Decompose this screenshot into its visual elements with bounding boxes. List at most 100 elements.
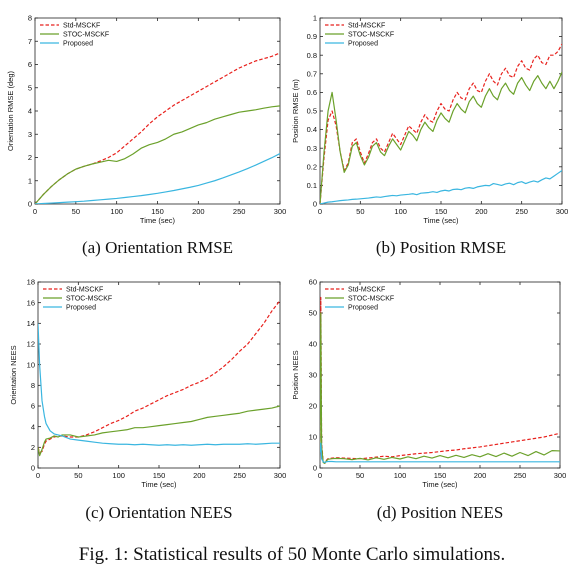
x-axis-label: Time (sec) <box>423 216 459 225</box>
y-tick-label: 50 <box>309 309 317 318</box>
series-line-proposed <box>35 153 280 204</box>
x-tick-label: 150 <box>153 471 166 480</box>
y-axis-label: Position RMSE (m) <box>291 79 300 143</box>
plot-area-a <box>34 17 281 205</box>
x-tick-label: 250 <box>515 207 528 216</box>
x-tick-label: 0 <box>318 471 322 480</box>
series-group <box>38 300 280 457</box>
y-tick-label: 0.3 <box>307 144 317 153</box>
series-line-stoc-msckf <box>35 105 280 204</box>
series-line-std-msckf <box>320 296 560 464</box>
legend-label: Proposed <box>66 305 96 312</box>
y-tick-label: 6 <box>31 402 35 411</box>
x-tick-label: 300 <box>554 471 567 480</box>
y-tick-label: 4 <box>28 107 32 116</box>
x-tick-label: 100 <box>110 207 123 216</box>
y-tick-label: 0 <box>313 200 317 209</box>
figure-caption: Fig. 1: Statistical results of 50 Monte … <box>79 544 505 565</box>
x-tick-label: 50 <box>356 471 364 480</box>
series-line-std-msckf <box>320 43 562 204</box>
legend-label: STOC-MSCKF <box>63 32 109 39</box>
y-tick-label: 18 <box>27 278 35 287</box>
x-axis-label: Time (sec) <box>140 216 176 225</box>
y-tick-label: 0.1 <box>307 181 317 190</box>
series-line-proposed <box>38 323 280 446</box>
x-tick-label: 100 <box>112 471 125 480</box>
x-tick-label: 50 <box>356 207 364 216</box>
x-tick-label: 100 <box>394 207 407 216</box>
series-line-stoc-msckf <box>320 71 562 204</box>
legend: Std-MSCKF STOC-MSCKF Proposed <box>43 287 112 312</box>
legend-label: STOC-MSCKF <box>66 296 112 303</box>
x-tick-label: 200 <box>193 471 206 480</box>
x-axis-label: Time (sec) <box>422 480 458 489</box>
y-tick-label: 12 <box>27 340 35 349</box>
y-axis-label: Position NEES <box>291 350 300 399</box>
y-tick-label: 3 <box>28 130 32 139</box>
legend-label: Proposed <box>63 41 93 48</box>
legend: Std-MSCKF STOC-MSCKF Proposed <box>325 287 394 312</box>
y-tick-label: 8 <box>28 14 32 23</box>
series-line-proposed <box>320 170 562 204</box>
y-tick-label: 0.7 <box>307 69 317 78</box>
x-tick-label: 50 <box>74 471 82 480</box>
legend: Std-MSCKF STOC-MSCKF Proposed <box>40 23 109 48</box>
series-line-std-msckf <box>38 300 280 454</box>
legend: Std-MSCKF STOC-MSCKF Proposed <box>325 23 394 48</box>
x-tick-label: 150 <box>434 471 447 480</box>
x-tick-label: 150 <box>151 207 164 216</box>
y-tick-label: 0.8 <box>307 51 317 60</box>
subcaption: (a) Orientation RMSE <box>82 238 233 257</box>
legend-label: Std-MSCKF <box>348 287 385 294</box>
series-group <box>320 43 562 204</box>
legend-label: Std-MSCKF <box>66 287 103 294</box>
y-tick-label: 0 <box>313 464 317 473</box>
subcaption: (c) Orientation NEES <box>85 503 232 522</box>
chart-panel-a: 0 50 100 150 200 250 300 0 1 2 3 4 5 6 7 8 Time (sec) Ori… <box>6 14 286 257</box>
y-tick-label: 5 <box>28 83 32 92</box>
x-tick-label: 300 <box>274 471 287 480</box>
y-tick-label: 8 <box>31 381 35 390</box>
x-tick-label: 300 <box>274 207 287 216</box>
y-tick-label: 40 <box>309 340 317 349</box>
y-tick-label: 4 <box>31 422 35 431</box>
y-tick-label: 16 <box>27 298 35 307</box>
plot-area-d <box>319 281 561 469</box>
x-tick-label: 150 <box>435 207 448 216</box>
x-tick-label: 200 <box>475 207 488 216</box>
series-line-stoc-msckf <box>320 312 560 464</box>
y-tick-label: 0.4 <box>307 125 317 134</box>
series-group <box>35 52 280 204</box>
subcaption: (d) Position NEES <box>377 503 504 522</box>
chart-panel-b: 0 50 100 150 200 250 300 0 0.1 0.2 0.3 0.4 0.5 0.6 0.7… <box>291 14 568 257</box>
x-tick-label: 200 <box>474 471 487 480</box>
legend-label: STOC-MSCKF <box>348 32 394 39</box>
series-line-stoc-msckf <box>38 405 280 457</box>
y-tick-label: 6 <box>28 60 32 69</box>
series-group <box>320 296 560 464</box>
y-tick-label: 0.6 <box>307 88 317 97</box>
legend-label: Proposed <box>348 305 378 312</box>
y-tick-label: 7 <box>28 37 32 46</box>
series-line-std-msckf <box>35 52 280 204</box>
y-tick-label: 2 <box>31 443 35 452</box>
chart-panel-c: 0 50 100 150 200 250 300 0 2 4 6 8 10 12 14 16 18 Time (s… <box>9 278 286 522</box>
legend-label: Std-MSCKF <box>63 23 100 30</box>
y-tick-label: 60 <box>309 278 317 287</box>
y-tick-label: 14 <box>27 319 35 328</box>
plot-area-b <box>319 17 563 205</box>
y-tick-label: 10 <box>309 433 317 442</box>
x-tick-label: 300 <box>556 207 569 216</box>
x-tick-label: 250 <box>514 471 527 480</box>
x-tick-label: 250 <box>233 471 246 480</box>
y-tick-label: 30 <box>309 371 317 380</box>
y-tick-label: 0 <box>31 464 35 473</box>
legend-label: STOC-MSCKF <box>348 296 394 303</box>
y-tick-label: 20 <box>309 402 317 411</box>
y-tick-label: 1 <box>28 176 32 185</box>
series-line-proposed <box>320 442 560 464</box>
y-axis-label: Orientation NEES <box>9 345 18 404</box>
x-tick-label: 250 <box>233 207 246 216</box>
